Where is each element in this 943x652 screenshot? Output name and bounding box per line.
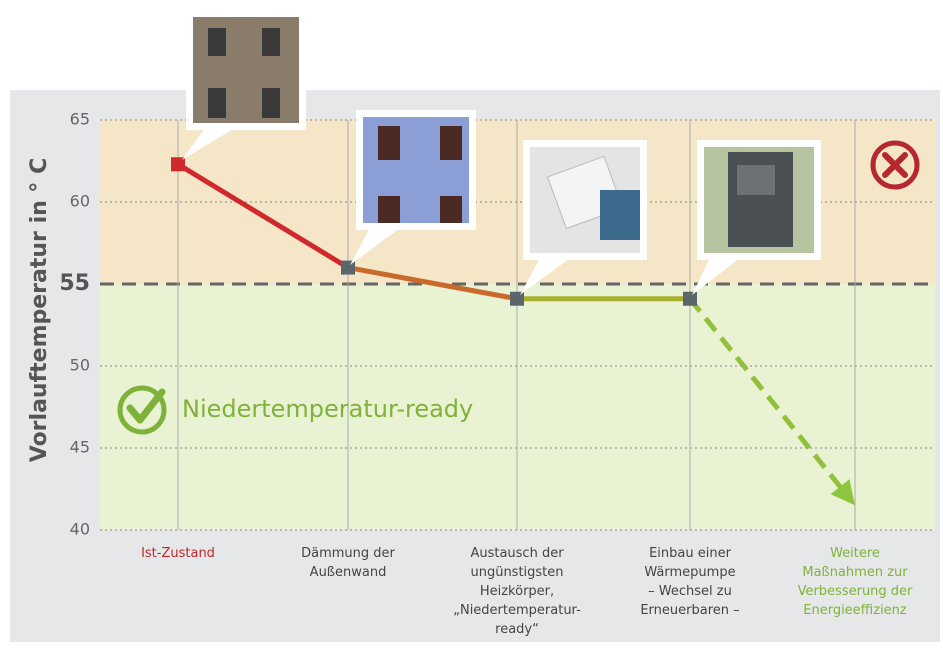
x-tick-label: Ist-Zustand xyxy=(141,546,215,561)
annotation: Niedertemperatur-ready xyxy=(182,395,473,423)
y-tick-label: 40 xyxy=(70,520,90,539)
y-tick-label: 65 xyxy=(70,110,90,129)
y-tick-label: 50 xyxy=(70,356,90,375)
point-marker xyxy=(683,292,697,306)
y-tick-label: 45 xyxy=(70,438,90,457)
y-tick-label: 55 xyxy=(59,271,90,296)
y-tick-label: 60 xyxy=(70,192,90,211)
y-axis-label: Vorlauftemperatur in ° C xyxy=(27,158,52,463)
point-marker xyxy=(510,292,524,306)
chart: 404550556065Ist-ZustandDämmung derAußenw… xyxy=(0,0,943,652)
